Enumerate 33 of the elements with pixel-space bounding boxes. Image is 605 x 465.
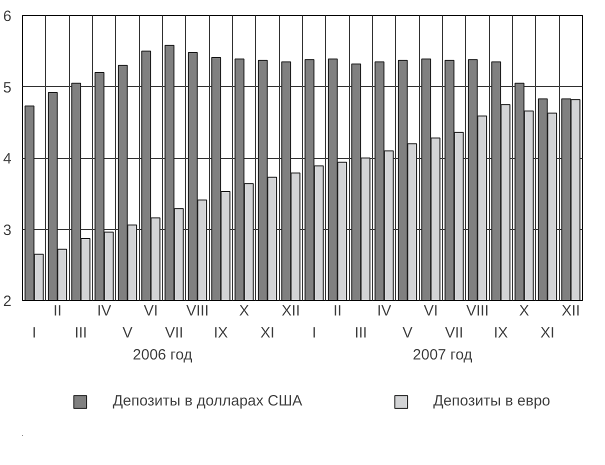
x-tick-label: VIII	[186, 302, 209, 320]
x-tick-label: II	[53, 302, 62, 320]
x-tick-label: I	[32, 324, 36, 342]
x-tick-label: I	[312, 324, 316, 342]
x-tick-label: IX	[494, 324, 508, 342]
x-tick-label: VI	[424, 302, 438, 320]
x-tick-label: III	[74, 324, 88, 342]
text: 2006 год	[132, 346, 192, 364]
x-tick-label: III	[354, 324, 368, 342]
x-tick-label: II	[333, 302, 342, 320]
x-tick-label: XII	[562, 302, 580, 320]
x-tick-label: IV	[97, 302, 112, 320]
y-tick-label: 3	[3, 222, 12, 239]
x-tick-label: V	[402, 324, 413, 342]
x-tick-label: XI	[260, 324, 275, 342]
y-tick-label: 4	[3, 150, 12, 168]
x-tick-label: V	[122, 324, 133, 342]
x-tick-label: X	[239, 302, 250, 320]
x-tick-label: IX	[214, 324, 228, 342]
y-tick-label: 5	[3, 79, 12, 96]
y-tick-label: 6	[3, 8, 12, 25]
x-tick-label: X	[519, 302, 530, 320]
x-tick-label: VIII	[466, 302, 489, 320]
x-tick-label: IV	[377, 302, 392, 320]
x-tick-label: VI	[144, 302, 158, 320]
x-tick-label: XII	[282, 302, 300, 320]
x-tick-label: XI	[540, 324, 555, 342]
legend-label: Депозиты в евро	[433, 392, 550, 410]
y-tick-label: 2	[3, 293, 12, 310]
x-tick-label: VII	[164, 324, 184, 342]
legend-label: Депозиты в долларах США	[112, 392, 302, 410]
text: 2007 год	[412, 346, 472, 364]
x-tick-label: VII	[444, 324, 464, 342]
